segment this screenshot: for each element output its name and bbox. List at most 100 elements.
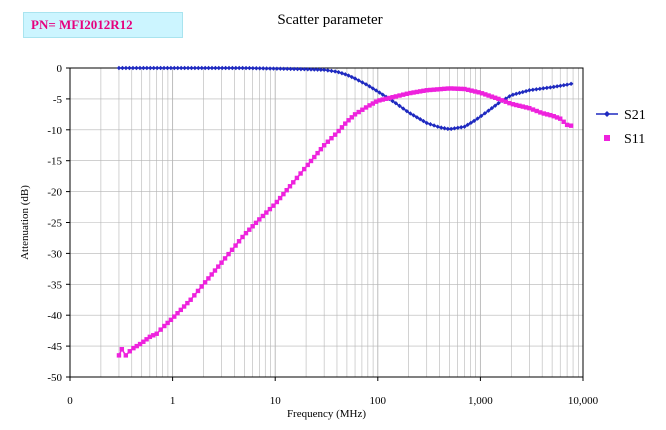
- data-point: [172, 65, 177, 71]
- data-point: [253, 220, 259, 226]
- data-point: [151, 65, 156, 71]
- data-point: [507, 100, 512, 106]
- data-point: [541, 86, 546, 91]
- y-tick-label: -50: [47, 372, 62, 384]
- data-point: [564, 122, 570, 128]
- data-point: [356, 78, 361, 83]
- data-point: [329, 135, 334, 141]
- data-point: [387, 95, 392, 101]
- data-point: [414, 115, 420, 120]
- data-point: [530, 87, 536, 92]
- legend-label: S11: [624, 132, 645, 147]
- data-point: [271, 66, 276, 71]
- data-point: [237, 65, 242, 71]
- data-point: [452, 86, 457, 91]
- data-point: [492, 103, 498, 108]
- data-point: [247, 227, 252, 232]
- data-point: [496, 101, 501, 106]
- legend-item-s11: S11: [604, 132, 645, 147]
- data-point: [223, 65, 228, 71]
- data-point: [315, 150, 320, 156]
- data-point: [318, 146, 324, 152]
- data-point: [219, 260, 224, 265]
- data-point: [178, 307, 184, 313]
- y-axis-label: Attenuation (dB): [19, 185, 31, 260]
- y-tick-label: 0: [57, 63, 63, 75]
- data-point: [363, 105, 369, 110]
- data-point: [400, 92, 406, 97]
- series-s21: [116, 65, 574, 132]
- data-point: [302, 67, 307, 72]
- part-number-badge: PN= MFI2012R12: [23, 12, 183, 38]
- data-point: [356, 109, 361, 115]
- data-point: [538, 110, 543, 115]
- data-point: [264, 66, 269, 71]
- data-point: [116, 353, 122, 358]
- data-point: [257, 66, 262, 71]
- data-point: [243, 65, 249, 71]
- data-point: [478, 113, 484, 119]
- data-point: [458, 86, 464, 92]
- data-point: [448, 86, 454, 91]
- data-point: [462, 124, 467, 129]
- data-point: [257, 217, 262, 222]
- data-point: [247, 65, 252, 71]
- data-point: [212, 268, 218, 273]
- data-point: [455, 125, 461, 131]
- x-axis-label: Frequency (MHz): [287, 408, 366, 420]
- data-point: [260, 213, 266, 219]
- data-point: [288, 66, 293, 72]
- data-point: [229, 247, 235, 253]
- data-point: [151, 333, 156, 338]
- data-point: [189, 65, 194, 71]
- data-point: [514, 91, 519, 97]
- data-point: [123, 65, 129, 71]
- data-point: [134, 65, 139, 71]
- data-point: [471, 118, 477, 124]
- data-point: [514, 102, 519, 108]
- data-point: [380, 97, 385, 102]
- data-point: [377, 98, 382, 103]
- data-point: [483, 92, 488, 97]
- data-point: [226, 251, 231, 257]
- data-point: [517, 90, 522, 96]
- data-point: [196, 65, 201, 71]
- data-point: [222, 256, 228, 261]
- data-point: [158, 327, 163, 332]
- data-point: [527, 105, 532, 111]
- data-point: [499, 98, 505, 103]
- data-point: [175, 65, 180, 71]
- data-point: [188, 297, 193, 302]
- data-point: [168, 65, 174, 71]
- data-point: [363, 82, 369, 87]
- data-point: [130, 65, 136, 71]
- chart-title: Scatter parameter: [277, 12, 383, 28]
- data-point: [162, 323, 167, 329]
- grid-layer: [70, 68, 583, 377]
- legend-marker: [604, 135, 610, 141]
- data-point: [116, 65, 122, 71]
- data-point: [397, 103, 402, 109]
- data-point: [564, 82, 570, 87]
- data-point: [367, 103, 372, 108]
- data-point: [377, 90, 382, 95]
- x-tick-label: 1: [170, 395, 176, 407]
- data-point: [318, 67, 324, 72]
- y-tick-label: -20: [47, 187, 62, 199]
- data-point: [476, 90, 481, 95]
- data-point: [236, 239, 242, 244]
- data-point: [277, 195, 283, 201]
- data-point: [367, 84, 372, 89]
- data-point: [216, 65, 221, 71]
- data-point: [568, 123, 574, 128]
- data-point: [469, 88, 474, 93]
- data-point: [312, 154, 317, 160]
- data-point: [431, 123, 437, 128]
- data-point: [305, 67, 310, 72]
- data-point: [131, 345, 136, 351]
- data-point: [267, 206, 273, 212]
- data-point: [154, 331, 159, 336]
- data-point: [482, 111, 488, 116]
- data-point: [264, 210, 269, 215]
- data-point: [534, 108, 539, 114]
